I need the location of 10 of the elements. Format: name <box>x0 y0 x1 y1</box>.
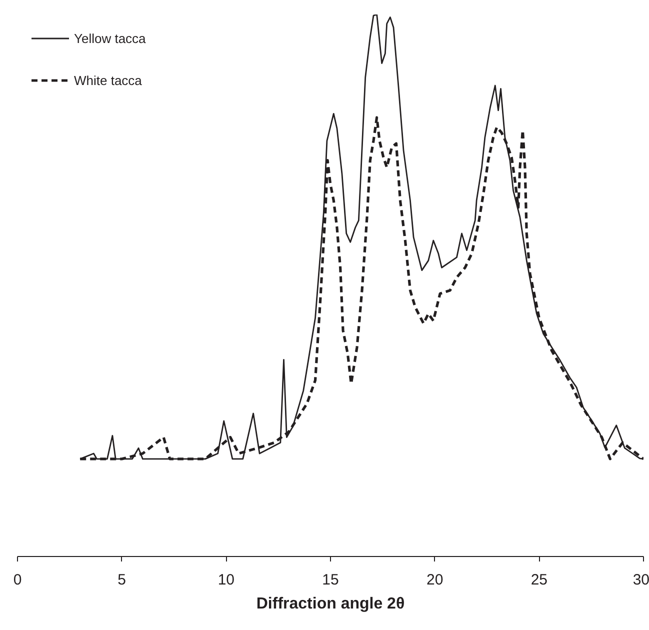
x-tick-label: 0 <box>13 572 22 588</box>
x-tick-label: 25 <box>530 572 548 588</box>
x-tick-label: 10 <box>218 572 235 588</box>
x-axis-title: Diffraction angle 2θ <box>256 596 405 612</box>
legend-label: White tacca <box>74 72 142 88</box>
legend-label: Yellow tacca <box>74 30 146 46</box>
x-tick-label: 5 <box>118 572 126 588</box>
x-tick-label: 30 <box>632 572 649 588</box>
x-tick-label: 15 <box>322 572 339 588</box>
x-tick-label: 20 <box>426 572 444 588</box>
